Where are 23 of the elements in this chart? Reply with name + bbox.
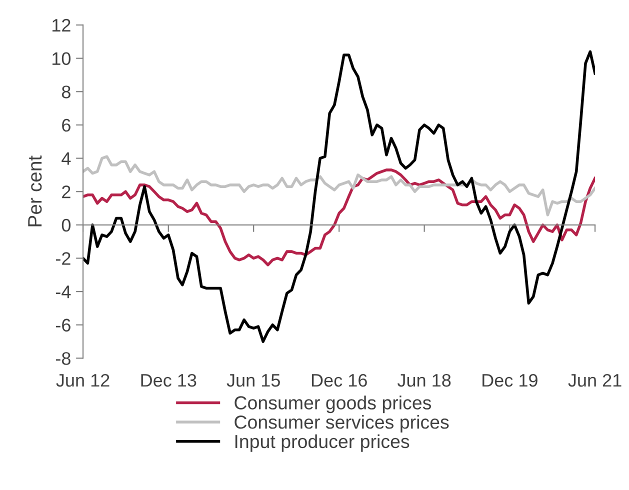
y-tick-label: 10 (52, 52, 71, 66)
y-tick-label: -4 (56, 286, 71, 298)
y-tick-label: 6 (62, 118, 70, 132)
y-tick-label: 8 (62, 86, 70, 98)
x-tick-label: Jun 12 (56, 374, 110, 387)
y-tick-label: 2 (62, 186, 70, 198)
legend-label: Input producer prices (235, 434, 410, 452)
y-tick-label: 0 (62, 218, 71, 232)
y-tick-label: 12 (52, 18, 70, 32)
x-tick-label: Jun 18 (397, 374, 451, 387)
y-tick-label: 4 (62, 152, 71, 165)
x-tick-label: Jun 15 (226, 374, 280, 387)
x-tick-label: Dec 16 (312, 374, 367, 387)
x-tick-label: Dec 13 (141, 374, 196, 387)
x-tick-label: Dec 19 (482, 374, 538, 387)
legend-label: Consumer services prices (234, 415, 449, 433)
y-tick-label: -6 (56, 318, 70, 332)
y-tick-label: -2 (56, 252, 70, 265)
y-tick-label: -8 (56, 352, 70, 365)
line-series (83, 155, 596, 216)
y-axis-title: Per cent (28, 156, 42, 226)
legend-label: Consumer goods prices (234, 396, 432, 414)
x-tick-label: Jun 21 (568, 374, 622, 387)
